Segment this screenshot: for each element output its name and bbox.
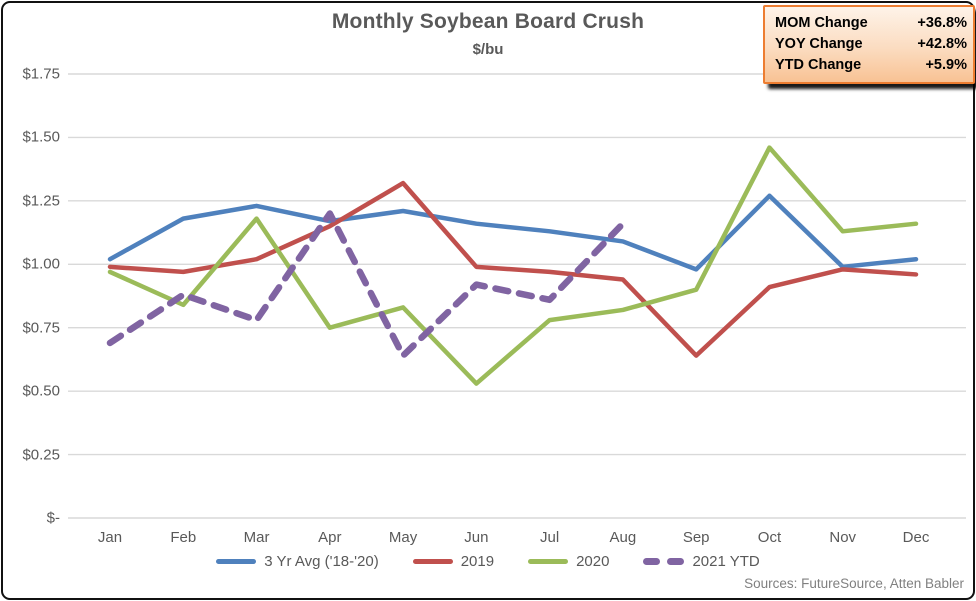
chart-legend: 3 Yr Avg ('18-'20) 2019 2020 2021 YTD (0, 553, 976, 570)
stat-value: +42.8% (917, 36, 967, 52)
change-stats-box: MOM Change +36.8% YOY Change +42.8% YTD … (763, 5, 975, 84)
stat-row-yoy: YOY Change +42.8% (775, 34, 967, 55)
chart-units-subtitle: $/bu (472, 41, 504, 58)
stat-row-mom: MOM Change +36.8% (775, 13, 967, 34)
x-tick-label: Sep (682, 529, 710, 546)
y-tick-label: $1.50 (22, 128, 60, 146)
legend-label: 2021 YTD (692, 553, 760, 570)
legend-label: 2019 (460, 553, 495, 570)
legend-label: 3 Yr Avg ('18-'20) (264, 553, 379, 570)
x-tick-label: Nov (829, 529, 857, 546)
x-tick-label: May (388, 529, 418, 546)
y-tick-label: $0.50 (22, 382, 60, 400)
stat-value: +36.8% (917, 15, 967, 31)
x-tick-label: Mar (243, 529, 270, 546)
legend-item-2021-ytd: 2021 YTD (643, 553, 760, 570)
y-tick-label: $0.75 (22, 319, 60, 337)
legend-label: 2020 (576, 553, 610, 570)
legend-item-2019: 2019 (412, 553, 495, 570)
x-tick-label: Aug (609, 529, 637, 546)
chart-title: Monthly Soybean Board Crush (331, 10, 645, 33)
y-tick-label: $- (46, 509, 60, 527)
x-tick-label: Oct (757, 529, 782, 546)
stat-label: YTD Change (775, 57, 862, 73)
x-tick-label: Jan (97, 529, 123, 546)
legend-line-swatch-red (412, 559, 453, 564)
legend-item-2020: 2020 (528, 553, 609, 570)
sources-caption: Sources: FutureSource, Atten Babler (744, 576, 964, 591)
stat-label: YOY Change (775, 36, 863, 52)
x-tick-label: Apr (318, 529, 342, 546)
y-tick-label: $1.00 (22, 255, 60, 273)
y-tick-label: $1.25 (22, 192, 60, 210)
y-tick-label: $0.25 (22, 446, 60, 464)
legend-dashed-swatch-purple (643, 558, 685, 565)
stat-label: MOM Change (775, 15, 868, 31)
x-tick-label: Jun (464, 529, 489, 546)
legend-line-swatch-blue (216, 559, 257, 564)
x-tick-label: Feb (170, 529, 197, 546)
legend-item-3yr-avg: 3 Yr Avg ('18-'20) (216, 553, 379, 570)
y-tick-label: $1.75 (22, 65, 60, 83)
stat-row-ytd: YTD Change +5.9% (775, 55, 967, 76)
stat-value: +5.9% (925, 57, 967, 73)
x-tick-label: Jul (540, 529, 560, 546)
legend-line-swatch-green (528, 559, 569, 564)
x-tick-label: Dec (902, 529, 930, 546)
